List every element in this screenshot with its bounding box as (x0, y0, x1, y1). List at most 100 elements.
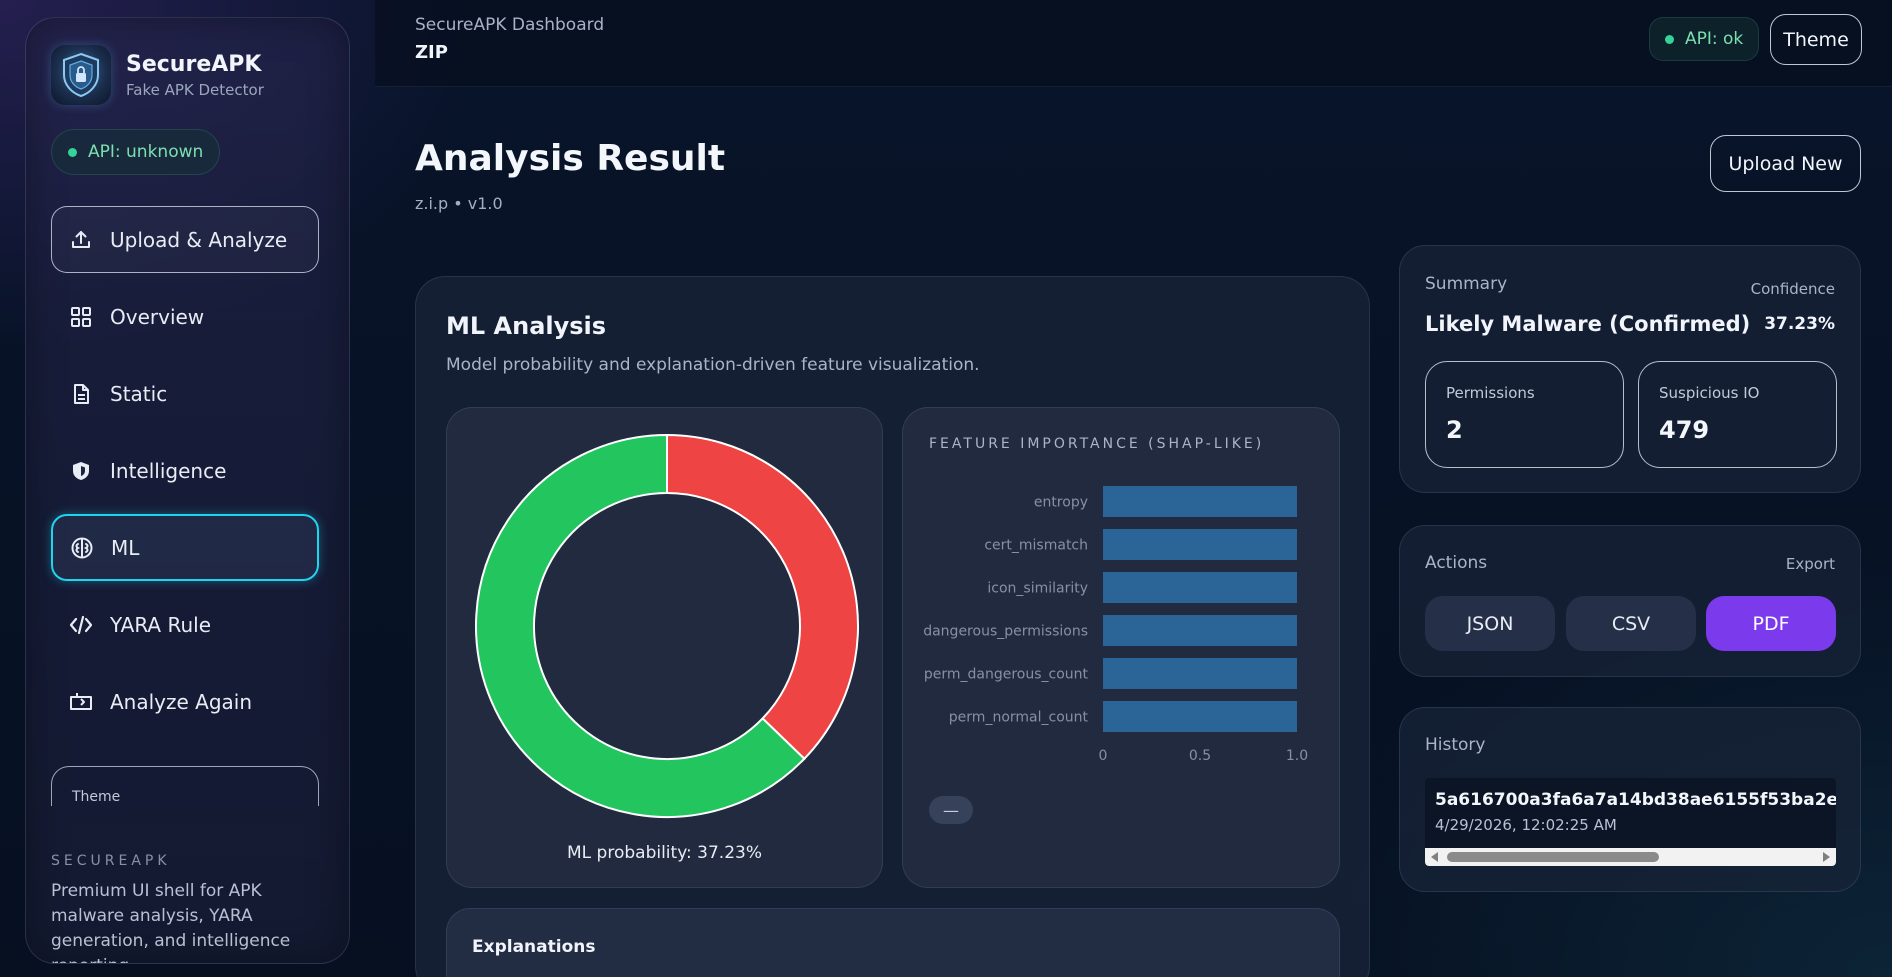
bar-label-cert_mismatch: cert_mismatch (984, 538, 1088, 554)
feature-importance-panel: FEATURE IMPORTANCE (SHAP-LIKE) entropy ce… (902, 407, 1340, 888)
feature-importance-title: FEATURE IMPORTANCE (SHAP-LIKE) (929, 436, 1265, 452)
export-pdf-button[interactable]: PDF (1706, 596, 1836, 651)
sidebar-item-intelligence[interactable]: Intelligence (51, 437, 319, 504)
bar-label-perm_normal_count: perm_normal_count (949, 710, 1089, 726)
export-label: Export (1785, 555, 1835, 573)
sidebar-item-label: Upload & Analyze (110, 227, 288, 252)
sidebar-item-upload-analyze[interactable]: Upload & Analyze (51, 206, 319, 273)
bar-icon_similarity (1103, 572, 1297, 603)
sidebar-item-analyze-again[interactable]: Analyze Again (51, 668, 319, 735)
sidebar-item-label: YARA Rule (110, 612, 212, 637)
ml-analysis-description: Model probability and explanation-driven… (446, 355, 980, 375)
brand-name: SecureAPK (126, 51, 262, 77)
suspicious-io-stat: Suspicious IO 479 (1638, 361, 1837, 468)
sidebar-item-label: Static (110, 381, 168, 406)
sidebar-theme-selector[interactable]: Theme (51, 766, 319, 806)
ml-analysis-title: ML Analysis (446, 312, 607, 340)
bar-dangerous_permissions (1103, 615, 1297, 646)
brain-icon (69, 535, 95, 561)
actions-card: Actions Export JSON CSV PDF (1399, 525, 1861, 677)
x-tick-label: 0 (1099, 748, 1108, 764)
sidebar-nav: Upload & Analyze Overview Static (51, 206, 319, 745)
sidebar-item-label: Intelligence (110, 458, 227, 483)
probability-donut-panel: ML probability: 37.23% (446, 407, 883, 888)
grid-icon (68, 304, 94, 330)
bar-label-entropy: entropy (1034, 495, 1088, 511)
permissions-stat: Permissions 2 (1425, 361, 1624, 468)
history-horizontal-scrollbar[interactable] (1425, 848, 1836, 866)
topbar: SecureAPK Dashboard ZIP API: ok Theme (375, 0, 1892, 87)
permissions-value: 2 (1446, 416, 1463, 444)
sidebar-item-static[interactable]: Static (51, 360, 319, 427)
brand: SecureAPK Fake APK Detector (51, 45, 264, 105)
explanations-card: Explanations (446, 908, 1340, 977)
footer-brand: SECUREAPK (51, 853, 171, 869)
bar-cert_mismatch (1103, 529, 1297, 560)
donut-slice-malicious (666, 433, 859, 761)
shield-icon (68, 458, 94, 484)
history-list[interactable]: 5a616700a3fa6a7a14bd38ae6155f53ba2e6578b… (1425, 778, 1836, 866)
feature-legend-chip[interactable]: — (929, 796, 973, 824)
confidence-label: Confidence (1750, 280, 1835, 298)
probability-donut-chart (475, 433, 859, 818)
sidebar-item-yara-rule[interactable]: YARA Rule (51, 591, 319, 658)
topbar-api-status: API: ok (1649, 17, 1760, 61)
upload-new-button[interactable]: Upload New (1710, 135, 1861, 192)
status-dot-icon (68, 147, 77, 157)
ml-probability-label: ML probability: 37.23% (567, 843, 762, 863)
sidebar-api-status-text: API: unknown (88, 142, 204, 162)
sidebar-item-overview[interactable]: Overview (51, 283, 319, 350)
bar-label-icon_similarity: icon_similarity (987, 581, 1088, 597)
footer-description: Premium UI shell for APK malware analysi… (51, 881, 291, 963)
summary-confidence: 37.23% (1764, 314, 1835, 334)
bar-label-dangerous_permissions: dangerous_permissions (923, 624, 1088, 640)
history-label: History (1425, 735, 1486, 755)
sidebar-api-status: API: unknown (51, 129, 221, 175)
shield-logo-icon (51, 45, 111, 105)
scrollbar-thumb[interactable] (1447, 852, 1659, 862)
summary-label: Summary (1425, 274, 1508, 294)
brand-subtitle: Fake APK Detector (126, 80, 264, 99)
refresh-icon (68, 689, 94, 715)
file-icon (68, 381, 94, 407)
status-dot-icon (1665, 34, 1674, 44)
bar-entropy (1103, 486, 1297, 517)
history-item-hash[interactable]: 5a616700a3fa6a7a14bd38ae6155f53ba2e6578b… (1435, 790, 1836, 810)
x-tick-label: 1.0 (1286, 748, 1308, 764)
donut-slice-benign (475, 433, 806, 818)
theme-button[interactable]: Theme (1770, 14, 1862, 65)
sidebar-item-ml[interactable]: ML (51, 514, 319, 581)
topbar-title: ZIP (415, 42, 448, 63)
sidebar-item-label: Analyze Again (110, 689, 253, 714)
page-meta: z.i.p • v1.0 (415, 194, 503, 213)
sidebar-item-label: ML (111, 535, 140, 560)
sidebar: SecureAPK Fake APK Detector API: unknown… (25, 17, 350, 964)
summary-card: Summary Confidence Likely Malware (Confi… (1399, 245, 1861, 493)
permissions-label: Permissions (1446, 384, 1535, 402)
sidebar-theme-label: Theme (72, 789, 121, 805)
history-item-time: 4/29/2026, 12:02:25 AM (1435, 816, 1617, 834)
feature-importance-chart: entropy cert_mismatch icon_similaritydange… (923, 486, 1308, 764)
explanations-title: Explanations (472, 937, 596, 957)
actions-label: Actions (1425, 553, 1488, 573)
history-card: History 5a616700a3fa6a7a14bd38ae6155f53b… (1399, 707, 1861, 892)
scroll-left-icon[interactable] (1429, 851, 1441, 863)
suspicious-io-value: 479 (1659, 416, 1710, 444)
sidebar-footer: SECUREAPK Premium UI shell for APK malwa… (51, 853, 331, 963)
sidebar-item-label: Overview (110, 304, 205, 329)
export-csv-button[interactable]: CSV (1566, 596, 1696, 651)
topbar-api-status-text: API: ok (1685, 29, 1744, 49)
scroll-right-icon[interactable] (1820, 851, 1832, 863)
upload-icon (68, 227, 94, 253)
code-icon (68, 612, 94, 638)
page-title: Analysis Result (415, 138, 726, 179)
export-json-button[interactable]: JSON (1425, 596, 1555, 651)
bar-perm_dangerous_count (1103, 658, 1297, 689)
bar-label-perm_dangerous_count: perm_dangerous_count (924, 667, 1089, 683)
summary-verdict: Likely Malware (Confirmed) (1425, 312, 1751, 336)
ml-analysis-card: ML Analysis Model probability and explan… (415, 276, 1370, 977)
bar-perm_normal_count (1103, 701, 1297, 732)
x-tick-label: 0.5 (1189, 748, 1211, 764)
topbar-subtitle: SecureAPK Dashboard (415, 15, 605, 35)
suspicious-io-label: Suspicious IO (1659, 384, 1760, 402)
